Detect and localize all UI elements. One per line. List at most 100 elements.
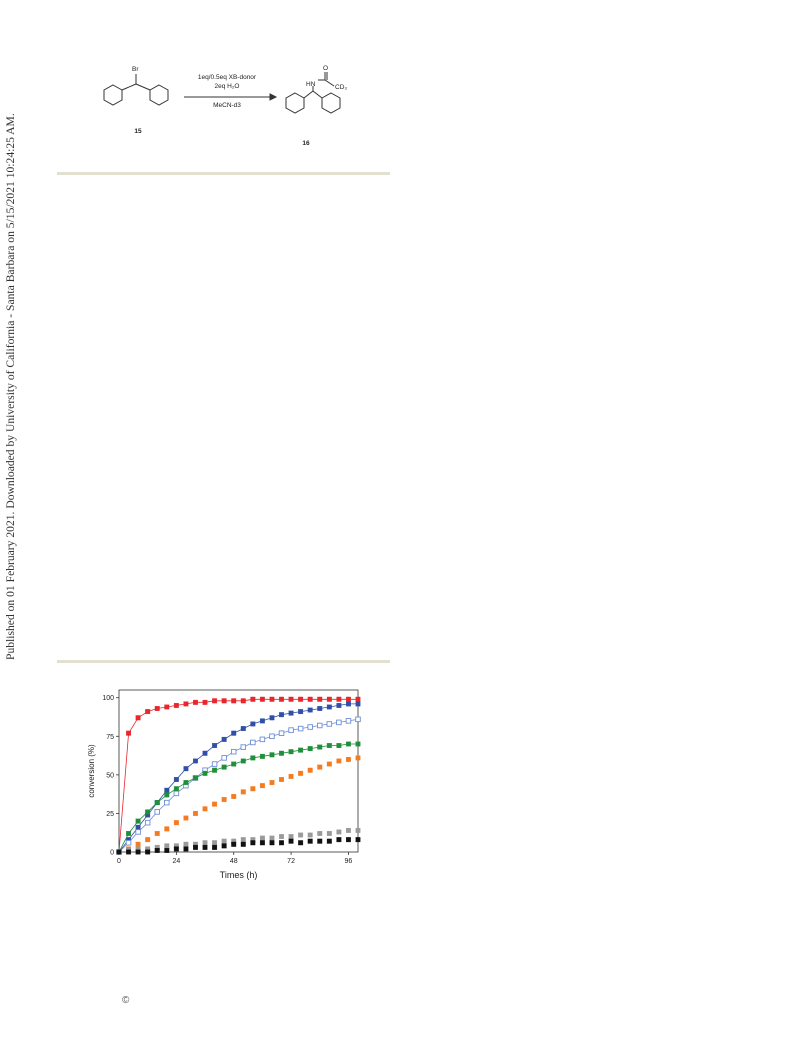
data-point — [279, 840, 284, 846]
data-point — [326, 704, 332, 710]
data-point — [183, 780, 189, 786]
data-point — [250, 840, 256, 846]
data-point — [345, 756, 351, 762]
data-point — [250, 721, 256, 727]
data-point — [317, 838, 323, 844]
data-point — [240, 837, 246, 843]
data-point — [231, 730, 237, 736]
data-point — [355, 837, 361, 843]
data-point — [279, 777, 284, 782]
data-point — [317, 764, 323, 770]
data-point — [173, 702, 179, 708]
data-point — [307, 832, 313, 838]
data-point — [183, 841, 189, 847]
section-divider-top — [57, 172, 390, 175]
data-point — [288, 727, 294, 733]
data-point — [317, 722, 323, 729]
chart-axes: 0 24 48 72 96 0 25 50 75 100 — [102, 689, 359, 865]
x-tick-label: 96 — [345, 858, 353, 865]
data-point — [307, 767, 313, 773]
y-tick-label: 75 — [106, 734, 114, 741]
data-point — [116, 849, 122, 855]
data-point — [221, 736, 227, 742]
data-point — [269, 780, 275, 786]
condition-solvent: MeCN-d3 — [213, 102, 241, 109]
data-point — [202, 770, 208, 776]
data-point — [345, 718, 352, 724]
data-point — [240, 726, 246, 732]
y-tick-label: 50 — [106, 772, 114, 779]
data-point — [173, 777, 179, 782]
data-point — [259, 753, 265, 759]
data-point — [154, 800, 160, 806]
series-3 — [116, 741, 361, 855]
data-point — [154, 848, 160, 853]
series-2 — [116, 716, 361, 855]
data-point — [212, 840, 218, 846]
section-divider-bottom — [57, 660, 390, 663]
data-point — [279, 750, 284, 756]
data-point — [173, 846, 179, 852]
data-point — [317, 706, 323, 711]
data-point — [279, 696, 284, 702]
product-cd3: CD₃ — [335, 84, 347, 91]
plot-frame — [118, 689, 359, 853]
reactant-br: Br — [132, 66, 139, 73]
data-point — [345, 741, 351, 747]
y-tick-label: 0 — [110, 850, 114, 857]
data-point — [202, 750, 208, 756]
data-point — [307, 746, 313, 752]
series-5 — [116, 827, 361, 855]
data-point — [259, 718, 265, 724]
data-point — [183, 846, 189, 852]
data-point — [298, 770, 304, 776]
data-point — [154, 809, 160, 815]
data-point — [288, 710, 294, 716]
data-point — [231, 761, 237, 767]
reactant-right-ring — [149, 84, 169, 106]
data-point — [269, 696, 275, 702]
y-axis-label: conversion (%) — [87, 744, 96, 798]
series-0 — [116, 696, 361, 855]
data-point — [250, 696, 256, 702]
data-point — [145, 709, 151, 715]
data-point — [231, 841, 237, 847]
data-point — [230, 748, 237, 755]
data-point — [326, 696, 332, 702]
data-point — [135, 715, 141, 721]
x-tick-label: 72 — [287, 858, 295, 865]
data-point — [336, 702, 342, 708]
series-4 — [116, 755, 361, 855]
data-point — [259, 783, 265, 789]
data-point — [202, 806, 208, 812]
data-point — [125, 839, 132, 846]
download-note-text: Published on 01 February 2021. Downloade… — [4, 113, 17, 660]
data-point — [326, 831, 332, 836]
data-point — [135, 818, 141, 824]
data-point — [145, 837, 151, 843]
data-point — [355, 827, 361, 833]
product-nh: HN — [306, 81, 316, 88]
data-point — [336, 719, 342, 726]
data-point — [212, 743, 218, 748]
x-axis-label: Times (h) — [220, 870, 258, 880]
data-point — [164, 843, 170, 849]
data-point — [326, 761, 332, 767]
data-point — [231, 698, 237, 704]
x-tick-label: 48 — [230, 858, 238, 865]
data-point — [240, 758, 246, 764]
data-point — [221, 764, 227, 770]
data-point — [126, 849, 132, 855]
y-tick-label: 100 — [102, 695, 114, 702]
reaction-scheme: Br 1eq/0.5eq XB-donor 2eq H₂O MeCN-d3 O … — [103, 65, 347, 147]
data-point — [336, 696, 342, 702]
data-point — [345, 837, 351, 843]
condition-line-2: 2eq H₂O — [215, 83, 240, 90]
data-point — [250, 786, 256, 792]
reactant-number: 15 — [134, 128, 142, 135]
data-point — [144, 819, 151, 826]
product-left-ring — [285, 92, 305, 114]
x-tick-label: 24 — [172, 858, 180, 865]
chart-series — [116, 696, 361, 855]
data-point — [221, 843, 227, 849]
